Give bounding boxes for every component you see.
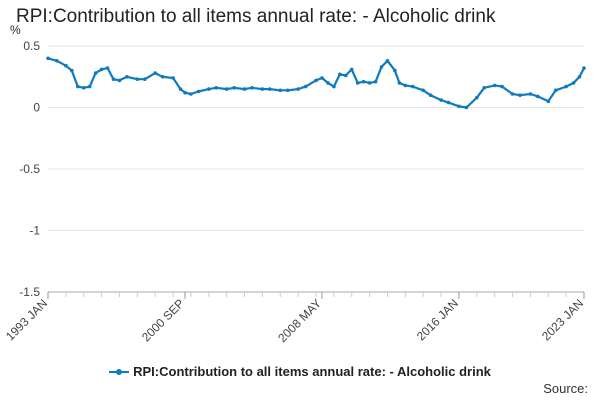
data-point bbox=[464, 105, 469, 110]
data-point bbox=[93, 71, 98, 75]
data-point bbox=[143, 77, 147, 81]
y-tick-label: 0 bbox=[33, 101, 40, 115]
y-tick-label: -1.5 bbox=[19, 285, 40, 299]
data-point bbox=[183, 90, 187, 95]
legend[interactable]: RPI:Contribution to all items annual rat… bbox=[0, 364, 600, 379]
data-point bbox=[361, 79, 366, 84]
grid-lines bbox=[48, 45, 584, 293]
legend-label: RPI:Contribution to all items annual rat… bbox=[133, 364, 491, 379]
data-point bbox=[125, 75, 129, 79]
data-point bbox=[332, 84, 336, 89]
data-point bbox=[320, 76, 324, 80]
data-point bbox=[536, 94, 540, 99]
data-point bbox=[553, 88, 558, 93]
data-point bbox=[278, 88, 283, 93]
data-point bbox=[571, 81, 576, 85]
data-point bbox=[355, 81, 360, 85]
data-point bbox=[260, 87, 265, 91]
data-point bbox=[492, 83, 497, 88]
data-point bbox=[242, 87, 247, 91]
data-point bbox=[207, 87, 211, 91]
data-point bbox=[55, 59, 59, 63]
data-point bbox=[46, 56, 50, 61]
y-tick-label: -0.5 bbox=[19, 162, 40, 176]
data-point bbox=[314, 78, 318, 83]
data-point bbox=[500, 84, 504, 89]
data-point bbox=[178, 87, 183, 91]
data-point bbox=[403, 83, 408, 88]
data-point bbox=[76, 84, 80, 89]
data-point bbox=[411, 84, 415, 89]
data-point bbox=[397, 81, 402, 85]
x-tick-label: 2000 SEP bbox=[139, 296, 187, 344]
legend-swatch bbox=[109, 367, 130, 377]
data-point bbox=[70, 68, 74, 73]
data-point bbox=[135, 77, 140, 81]
data-point bbox=[385, 59, 390, 63]
data-point bbox=[285, 88, 290, 93]
data-point bbox=[64, 63, 68, 68]
data-point bbox=[349, 67, 354, 72]
data-point bbox=[344, 73, 348, 78]
x-tick-label: 2008 MAY bbox=[275, 296, 324, 345]
data-point bbox=[214, 86, 218, 90]
data-point bbox=[326, 81, 330, 85]
data-point bbox=[268, 87, 272, 91]
series-line bbox=[47, 57, 585, 109]
data-point bbox=[482, 86, 487, 90]
data-point bbox=[296, 87, 300, 91]
data-point bbox=[189, 92, 193, 96]
y-tick-label: -1 bbox=[29, 224, 40, 238]
data-point bbox=[250, 86, 254, 90]
data-point bbox=[153, 71, 157, 75]
data-point bbox=[528, 92, 533, 96]
data-point bbox=[367, 81, 372, 85]
data-point bbox=[510, 92, 515, 96]
data-point bbox=[421, 88, 426, 93]
data-point bbox=[446, 100, 451, 105]
data-point bbox=[393, 68, 397, 73]
data-point bbox=[379, 65, 384, 69]
data-point bbox=[546, 99, 551, 104]
x-tick-label: 2016 JAN bbox=[414, 296, 461, 343]
data-point bbox=[439, 98, 443, 102]
data-point bbox=[564, 84, 568, 89]
data-point bbox=[160, 75, 165, 79]
data-point bbox=[105, 66, 110, 70]
data-point bbox=[518, 93, 522, 97]
data-point bbox=[171, 76, 175, 80]
data-point bbox=[577, 75, 582, 79]
chart-title: RPI:Contribution to all items annual rat… bbox=[16, 6, 496, 27]
data-point bbox=[582, 66, 586, 70]
source-link[interactable]: Source: bbox=[543, 381, 588, 396]
series-layer bbox=[46, 56, 586, 110]
data-point bbox=[338, 72, 342, 77]
data-point bbox=[196, 89, 201, 94]
data-point bbox=[428, 93, 433, 97]
data-point bbox=[99, 67, 104, 72]
data-point bbox=[224, 87, 229, 91]
data-point bbox=[457, 104, 461, 109]
y-tick-label: 0.5 bbox=[23, 39, 40, 53]
data-point bbox=[373, 79, 378, 84]
x-tick-label: 2023 JAN bbox=[539, 296, 586, 343]
y-axis-label: % bbox=[10, 23, 21, 37]
data-point bbox=[475, 95, 479, 100]
x-tick-label: 1993 JAN bbox=[3, 296, 50, 343]
data-point bbox=[81, 86, 86, 90]
data-point bbox=[87, 84, 92, 89]
data-point bbox=[232, 86, 236, 90]
data-point bbox=[111, 77, 116, 81]
data-point bbox=[117, 78, 122, 83]
data-point bbox=[303, 84, 308, 89]
